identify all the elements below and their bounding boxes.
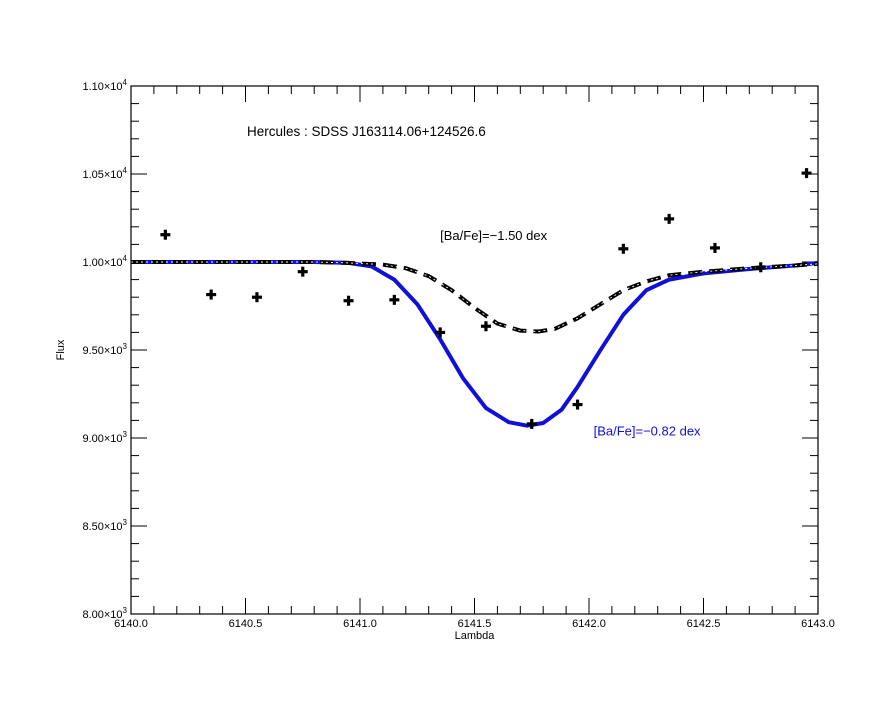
observed-point xyxy=(709,242,720,253)
series-line-ba-fe-150-core xyxy=(131,261,819,332)
x-tick-label: 6143.0 xyxy=(801,618,835,630)
y-tick-label: 1.00×104 xyxy=(82,254,127,269)
observed-point xyxy=(297,266,308,277)
y-tick-label: 8.50×103 xyxy=(82,518,127,533)
observed-point xyxy=(389,294,400,305)
y-tick-label: 8.00×103 xyxy=(82,606,127,621)
y-tick-label: 9.00×103 xyxy=(82,430,127,445)
observed-point xyxy=(755,262,766,273)
y-tick-label: 9.50×103 xyxy=(82,342,127,357)
series-line-ba-fe-150 xyxy=(131,260,819,334)
x-tick-label: 6142.5 xyxy=(687,618,721,630)
observed-point xyxy=(435,327,446,338)
observed-point xyxy=(343,295,354,306)
observed-point xyxy=(664,213,675,224)
x-tick-label: 6140.0 xyxy=(114,618,148,630)
series-annotation-ba-fe-082: [Ba/Fe]=−0.82 dex xyxy=(594,423,701,438)
data-layer xyxy=(131,168,819,429)
observed-point xyxy=(251,292,262,303)
labels-layer: Hercules : SDSS J163114.06+124526.6 Lamb… xyxy=(55,124,701,642)
y-tick-label: 1.10×104 xyxy=(82,78,127,93)
series-annotation-ba-fe-150: [Ba/Fe]=−1.50 dex xyxy=(440,228,547,243)
x-tick-label: 6141.5 xyxy=(458,618,492,630)
observed-point xyxy=(526,418,537,429)
x-tick-label: 6141.0 xyxy=(343,618,377,630)
y-tick-label: 1.05×104 xyxy=(82,166,127,181)
observed-point xyxy=(572,399,583,410)
ticks-layer: 6140.0 6140.5 6141.0 6141.5 6142.0 6142.5 6143… xyxy=(82,78,834,630)
plot-frame xyxy=(130,85,819,615)
chart-title: Hercules : SDSS J163114.06+124526.6 xyxy=(247,124,486,139)
x-axis-label: Lambda xyxy=(455,630,496,642)
observed-point xyxy=(480,321,491,332)
observed-point xyxy=(206,289,217,300)
y-axis-label: Flux xyxy=(55,339,67,360)
observed-point xyxy=(801,168,812,179)
observed-point xyxy=(160,229,171,240)
x-tick-label: 6142.0 xyxy=(572,618,606,630)
x-tick-label: 6140.5 xyxy=(229,618,263,630)
observed-point xyxy=(618,243,629,254)
series-line-ba-fe-082 xyxy=(131,260,819,428)
